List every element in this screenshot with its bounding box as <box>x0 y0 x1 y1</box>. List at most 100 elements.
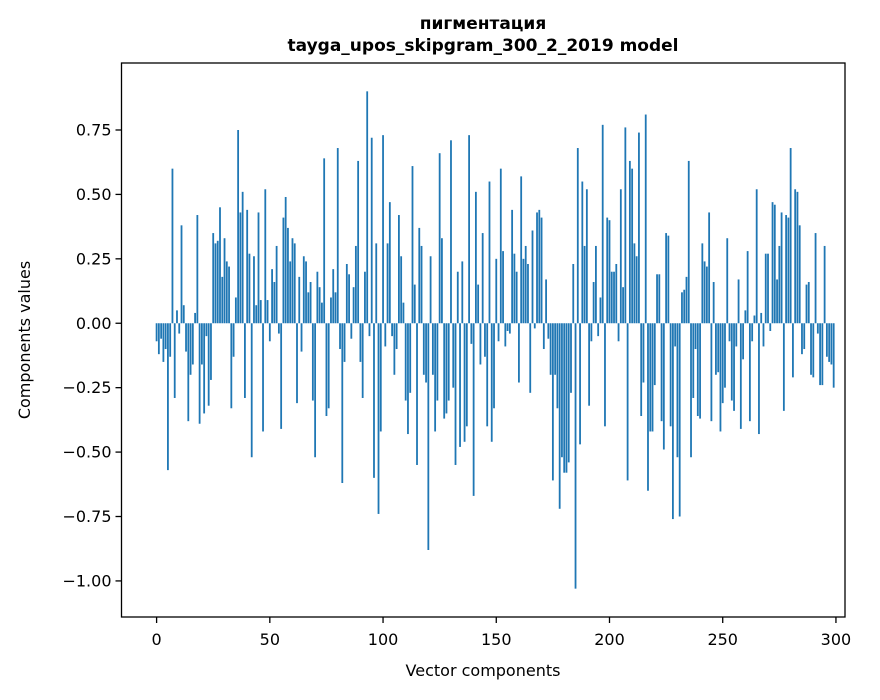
bar <box>205 323 208 337</box>
bar <box>554 323 557 375</box>
bar <box>255 305 258 324</box>
y-tick-label: 0.00 <box>76 314 112 333</box>
bar <box>753 315 756 324</box>
bar <box>592 282 595 324</box>
bar <box>234 297 237 324</box>
bar <box>470 323 473 344</box>
bar <box>280 323 283 429</box>
bar <box>431 323 434 375</box>
bar <box>744 310 747 324</box>
bar <box>606 217 609 324</box>
bar <box>481 233 484 324</box>
bar <box>638 132 640 324</box>
x-tick-label: 150 <box>481 630 512 649</box>
bar <box>321 302 323 324</box>
bar <box>615 263 618 324</box>
bar <box>631 168 634 324</box>
bar <box>486 323 489 427</box>
y-tick-label: −0.75 <box>62 507 111 526</box>
bar <box>814 233 817 324</box>
bar <box>830 323 833 365</box>
chart-subtitle: tayga_upos_skipgram_300_2_2019 model <box>288 36 679 56</box>
bar <box>572 263 575 324</box>
bar <box>230 323 233 409</box>
bar <box>735 323 738 347</box>
bar <box>438 153 441 324</box>
bar <box>445 323 448 414</box>
bar <box>377 323 380 514</box>
bar <box>334 292 337 324</box>
bar <box>658 274 661 324</box>
bar <box>343 323 346 362</box>
bar <box>268 323 271 342</box>
bar <box>624 127 627 324</box>
bar <box>164 323 167 350</box>
bar <box>538 209 541 324</box>
y-tick-label: 0.25 <box>76 249 112 268</box>
plot-border <box>120 62 846 618</box>
bar <box>662 323 665 450</box>
bar <box>327 323 330 409</box>
bar <box>248 253 251 324</box>
bar <box>214 243 217 324</box>
bar <box>570 323 572 393</box>
bar <box>275 245 278 324</box>
bar <box>590 323 593 342</box>
bar <box>563 323 566 473</box>
bar <box>776 279 778 324</box>
bar <box>579 323 581 445</box>
bar <box>681 292 683 324</box>
bar <box>461 261 464 324</box>
bar <box>463 323 466 442</box>
bar <box>409 323 412 393</box>
bar <box>189 323 192 375</box>
bar <box>733 323 735 411</box>
bar <box>203 323 206 414</box>
bar <box>508 323 511 334</box>
bar <box>450 140 452 324</box>
bar <box>529 323 532 393</box>
bar <box>495 258 498 324</box>
bar <box>384 323 387 347</box>
bar <box>542 323 545 350</box>
bar <box>160 323 163 339</box>
bar <box>434 323 437 432</box>
bar <box>751 323 754 342</box>
bar <box>391 323 393 337</box>
y-tick-label: 0.50 <box>76 185 112 204</box>
bar <box>719 323 722 432</box>
bar <box>821 323 824 386</box>
bar <box>531 230 534 324</box>
bar <box>547 323 550 339</box>
bar <box>769 323 772 331</box>
bar <box>302 256 305 324</box>
chart-title: пигментация <box>420 14 546 34</box>
bar <box>336 148 339 324</box>
bar <box>739 323 742 429</box>
bar <box>635 256 638 324</box>
bar <box>488 181 491 324</box>
bar <box>665 233 668 324</box>
x-axis-label: Vector components <box>406 661 561 680</box>
bar <box>210 323 212 380</box>
bar <box>459 323 461 447</box>
bar <box>549 323 552 375</box>
bar <box>420 245 423 324</box>
bar <box>726 238 729 324</box>
y-tick-label: −0.25 <box>62 378 111 397</box>
x-tick-label: 200 <box>594 630 625 649</box>
bar <box>556 323 559 409</box>
bar <box>339 323 341 350</box>
bar <box>724 323 726 388</box>
bar <box>373 323 375 478</box>
bar <box>581 181 584 324</box>
bar <box>316 271 319 324</box>
bar <box>167 323 169 471</box>
bar <box>441 238 443 324</box>
bar <box>436 323 439 401</box>
bar <box>305 261 307 324</box>
bar <box>669 323 672 427</box>
bar <box>694 323 697 350</box>
bar <box>565 323 568 473</box>
